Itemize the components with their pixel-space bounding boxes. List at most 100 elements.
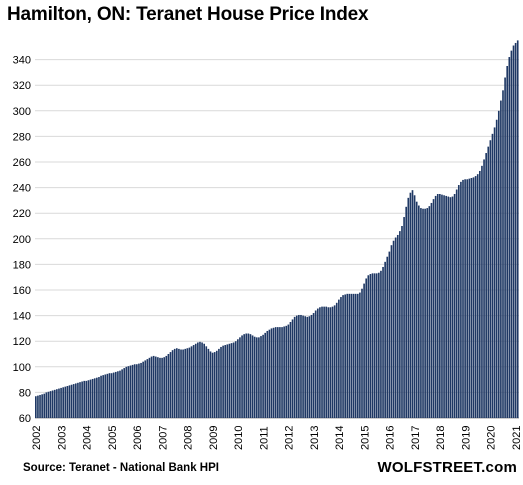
bar [239, 337, 241, 418]
bar [89, 379, 92, 418]
x-tick-label: 2017 [410, 426, 422, 450]
bar [64, 386, 67, 418]
bar [394, 237, 397, 418]
bar [485, 153, 487, 419]
bar [338, 299, 340, 418]
bar [74, 383, 77, 418]
bar [285, 325, 288, 418]
bar [348, 293, 351, 418]
bar [396, 234, 399, 418]
bar [129, 365, 132, 418]
bar [514, 42, 517, 419]
bar [190, 346, 193, 418]
y-tick-label: 80 [19, 387, 31, 399]
x-tick-label: 2003 [56, 426, 68, 450]
bar [205, 346, 208, 418]
bar [508, 57, 511, 418]
x-tick-label: 2002 [31, 426, 43, 450]
bar [443, 195, 445, 418]
y-tick-label: 320 [13, 80, 31, 92]
bar [363, 283, 365, 418]
bar [58, 388, 60, 418]
bar [504, 77, 506, 419]
bar [424, 208, 426, 418]
bar [487, 146, 490, 418]
bar [100, 375, 102, 418]
bar [39, 394, 41, 418]
bar [66, 386, 69, 418]
y-tick-label: 300 [13, 106, 31, 118]
bar [417, 205, 420, 418]
bar [304, 316, 307, 418]
x-tick-label: 2012 [284, 426, 296, 450]
bar [175, 348, 178, 418]
bar [415, 201, 418, 418]
bar [169, 352, 172, 418]
bar [207, 348, 210, 418]
bar [68, 385, 71, 418]
bar [241, 335, 243, 418]
bar [178, 348, 180, 418]
bar [108, 373, 111, 418]
y-tick-label: 240 [13, 183, 31, 195]
x-tick-label: 2014 [334, 426, 346, 450]
bar [302, 315, 304, 418]
bar [161, 357, 163, 418]
y-tick-label: 340 [13, 55, 31, 67]
bar [371, 273, 374, 418]
bar [237, 339, 239, 418]
bar [136, 364, 138, 418]
bar [413, 195, 416, 418]
bar [112, 372, 115, 418]
bar [352, 293, 355, 418]
bar [474, 176, 477, 418]
bar [333, 305, 336, 418]
x-tick-label: 2006 [132, 426, 144, 450]
bar [481, 165, 483, 418]
bar [188, 347, 191, 418]
bar [497, 110, 500, 419]
bar [79, 382, 81, 418]
bar [472, 177, 475, 418]
bar [373, 273, 376, 418]
bar [316, 308, 319, 418]
bar [445, 195, 447, 418]
bar [228, 343, 231, 418]
x-tick-label: 2019 [460, 426, 472, 450]
bar [432, 199, 435, 418]
bar [428, 206, 431, 418]
bar [81, 381, 83, 418]
bar [293, 316, 296, 418]
bar [253, 336, 256, 418]
bar [230, 343, 233, 418]
bar [327, 307, 330, 418]
bar [152, 355, 155, 418]
bar [150, 356, 153, 418]
bar [401, 226, 403, 418]
bar [171, 350, 174, 418]
bar [354, 293, 357, 418]
bar [310, 314, 313, 418]
bar [411, 190, 414, 418]
bar [356, 293, 359, 418]
bar [220, 346, 222, 418]
bar [121, 369, 123, 418]
bar [51, 390, 54, 418]
bar [85, 380, 88, 418]
bar [232, 342, 235, 418]
bar [378, 272, 380, 418]
bar [218, 348, 220, 418]
bar [47, 391, 50, 418]
bar [369, 274, 372, 418]
bar [451, 196, 454, 418]
brand-label: WOLFSTREET.com [377, 459, 517, 476]
bar [264, 332, 267, 418]
bar [476, 174, 479, 418]
y-tick-label: 180 [13, 259, 31, 271]
bar [491, 133, 494, 418]
y-tick-label: 200 [13, 234, 31, 246]
bar [434, 195, 437, 418]
bar [83, 380, 86, 418]
x-tick-label: 2011 [258, 426, 270, 450]
